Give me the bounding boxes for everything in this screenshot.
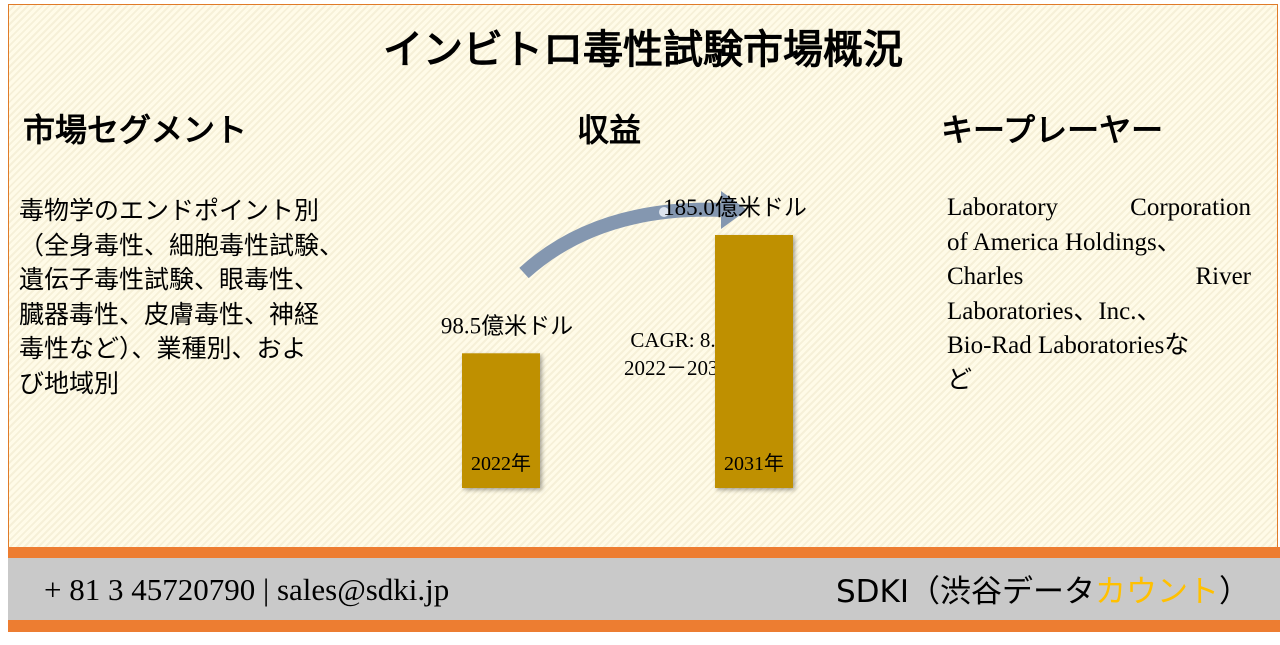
text-line: Bio-Rad Laboratoriesな [947,332,1190,359]
text-line: 臓器毒性、皮膚毒性、神経 [19,301,320,329]
footer-stripe [8,547,1280,558]
value-label: 98.5億米ドル [441,313,573,338]
arrow-dot [659,207,669,217]
text-line: 遺伝子毒性試験、眼毒性、 [19,267,320,294]
bar [462,353,540,488]
panel: インビトロ毒性試験市場概況 市場セグメント 収益 キープレーヤー 毒物学のエンド… [8,4,1278,548]
brand-a: SDKI（渋谷データ [835,574,1095,610]
text-line: （全身毒性、細胞毒性試験、 [19,232,345,260]
text-line: 毒性など）、業種別、およ [19,336,307,363]
segments-heading: 市場セグメント [23,112,248,148]
brand: SDKI（渋谷データカウント） [836,566,1250,611]
brand-c: ） [1219,574,1250,610]
contact: + 81 3 45720790 | sales@sdki.jp [44,572,450,607]
revenue-chart: CAGR: 8.2% 2022－2031年 98.5億米ドル2022年185.0… [441,191,807,488]
players-text: Laboratory Corporation of America Holding… [947,191,1251,398]
value-label: 185.0億米ドル [663,195,807,220]
text-line: of America Holdings、 [947,228,1182,256]
text-line: び地域別 [19,370,120,398]
text-line: Charles River [947,263,1251,290]
footer-stripe [8,620,1280,632]
brand-b: カウント [1095,574,1219,610]
players-heading: キープレーヤー [941,112,1164,148]
category-label: 2031年 [724,452,784,475]
category-label: 2022年 [471,452,531,475]
segments-text: 毒物学のエンドポイント別 （全身毒性、細胞毒性試験、 遺伝子毒性試験、眼毒性、 臓器毒… [19,195,344,402]
arrow-head [721,191,747,229]
text-line: Laboratories、Inc.、 [947,297,1162,325]
text-line: Laboratory Corporation [947,194,1251,221]
text-line: ど [947,366,973,394]
growth-arrow [519,202,725,279]
revenue-heading: 収益 [577,112,642,148]
title: インビトロ毒性試験市場概況 [383,27,903,72]
text-line: 毒物学のエンドポイント別 [19,198,320,225]
bar [715,235,793,488]
footer: + 81 3 45720790 | sales@sdki.jp SDKI（渋谷デ… [8,558,1280,620]
